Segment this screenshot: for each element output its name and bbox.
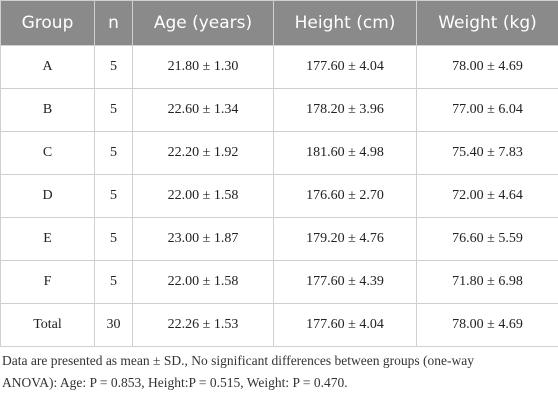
table-cell: 5	[94, 174, 133, 218]
table-cell: 22.00 ± 1.58	[132, 174, 274, 218]
footnote-line: ANOVA): Age: P = 0.853, Height:P = 0.515…	[2, 375, 348, 390]
table-cell: 178.20 ± 3.96	[273, 88, 417, 132]
table-cell: B	[0, 88, 95, 132]
header-cell: Age (years)	[132, 0, 274, 46]
header-cell: Height (cm)	[273, 0, 417, 46]
table-cell: Total	[0, 303, 95, 347]
table-cell: 177.60 ± 4.04	[273, 303, 417, 347]
table-cell: 179.20 ± 4.76	[273, 217, 417, 261]
table-cell: C	[0, 131, 95, 175]
table-cell: 5	[94, 217, 133, 261]
table-body: A 5 21.80 ± 1.30 177.60 ± 4.04 78.00 ± 4.69 B…	[0, 45, 558, 347]
table-cell: 75.40 ± 7.83	[416, 131, 558, 175]
table-cell: 176.60 ± 2.70	[273, 174, 417, 218]
table-cell: 5	[94, 88, 133, 132]
table-cell: D	[0, 174, 95, 218]
table-cell: 76.60 ± 5.59	[416, 217, 558, 261]
data-table: Group n Age (years) Height (cm) Weight (kg) …	[0, 0, 558, 347]
table-cell: 5	[94, 260, 133, 304]
table-row: D 5 22.00 ± 1.58 176.60 ± 2.70 72.00 ± 4.64	[0, 174, 558, 218]
table-row: A 5 21.80 ± 1.30 177.60 ± 4.04 78.00 ± 4.69	[0, 45, 558, 89]
table-row: Total 30 22.26 ± 1.53 177.60 ± 4.04 78.00 ± …	[0, 303, 558, 347]
table-cell: 5	[94, 131, 133, 175]
table-cell: 177.60 ± 4.39	[273, 260, 417, 304]
table-cell: 23.00 ± 1.87	[132, 217, 274, 261]
table-cell: 78.00 ± 4.69	[416, 303, 558, 347]
footnote: Data are presented as mean ± SD., No sig…	[2, 350, 556, 394]
header-cell: n	[94, 0, 133, 46]
table-cell: 77.00 ± 6.04	[416, 88, 558, 132]
table-cell: E	[0, 217, 95, 261]
header-cell: Group	[0, 0, 95, 46]
table-cell: 78.00 ± 4.69	[416, 45, 558, 89]
table-cell: 22.00 ± 1.58	[132, 260, 274, 304]
table-cell: 30	[94, 303, 133, 347]
table-cell: 177.60 ± 4.04	[273, 45, 417, 89]
table-row: B 5 22.60 ± 1.34 178.20 ± 3.96 77.00 ± 6.04	[0, 88, 558, 132]
table-cell: A	[0, 45, 95, 89]
header-cell: Weight (kg)	[416, 0, 558, 46]
table-cell: 22.20 ± 1.92	[132, 131, 274, 175]
table-cell: 72.00 ± 4.64	[416, 174, 558, 218]
header-row: Group n Age (years) Height (cm) Weight (kg)	[0, 0, 558, 46]
table-row: E 5 23.00 ± 1.87 179.20 ± 4.76 76.60 ± 5.59	[0, 217, 558, 261]
table-cell: F	[0, 260, 95, 304]
footnote-line: Data are presented as mean ± SD., No sig…	[2, 353, 474, 368]
table-cell: 181.60 ± 4.98	[273, 131, 417, 175]
table-cell: 22.26 ± 1.53	[132, 303, 274, 347]
table-cell: 21.80 ± 1.30	[132, 45, 274, 89]
table-cell: 71.80 ± 6.98	[416, 260, 558, 304]
table-cell: 5	[94, 45, 133, 89]
table-row: C 5 22.20 ± 1.92 181.60 ± 4.98 75.40 ± 7.83	[0, 131, 558, 175]
table-row: F 5 22.00 ± 1.58 177.60 ± 4.39 71.80 ± 6.98	[0, 260, 558, 304]
table-cell: 22.60 ± 1.34	[132, 88, 274, 132]
